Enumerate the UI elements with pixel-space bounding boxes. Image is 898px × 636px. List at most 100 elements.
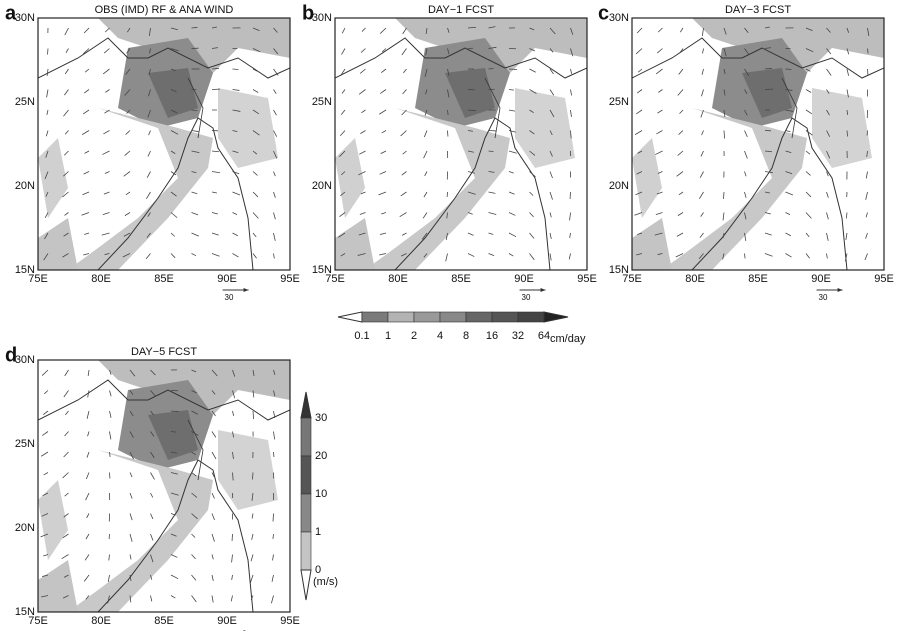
wind-vector (680, 28, 683, 32)
wind-vector (233, 213, 238, 215)
lon-label: 90E (514, 273, 534, 285)
wind-vector (656, 131, 662, 134)
wind-vector (212, 213, 218, 215)
wind-vector (379, 192, 386, 195)
wind-vector (341, 69, 345, 76)
wind-vector (509, 254, 513, 257)
wind-vector (550, 213, 551, 218)
wind-vector (550, 90, 554, 96)
colorbar-box (414, 312, 440, 322)
wind-vector (65, 493, 69, 496)
wind-vector (827, 213, 829, 220)
reference-label: 30 (225, 293, 234, 302)
lon-label: 85E (154, 615, 174, 627)
wind-vector (65, 432, 69, 437)
wind-vector (88, 432, 89, 437)
wind-vector (171, 555, 177, 558)
panel-title: DAY−1 FCST (428, 4, 494, 16)
wind-vector (192, 596, 197, 602)
wind-vector (274, 213, 276, 220)
wind-vector (274, 110, 277, 115)
wind-vector (104, 49, 109, 54)
lon-label: 80E (388, 273, 408, 285)
wind-vector (63, 110, 68, 116)
wind-vector (657, 49, 662, 54)
wind-vector (104, 192, 110, 194)
wind-vector (765, 254, 773, 257)
wind-vector (130, 555, 131, 560)
wind-vector (571, 110, 572, 117)
colorbar-label: 64 (538, 330, 550, 342)
wind-vector (253, 90, 258, 93)
wind-vector (530, 233, 534, 238)
wind-vector (146, 192, 150, 199)
wind-vector (360, 213, 366, 215)
wind-vector (446, 254, 448, 262)
wind-vector (253, 254, 257, 259)
lon-label: 75E (325, 273, 345, 285)
wind-vector (274, 432, 275, 440)
wind-vector (192, 192, 198, 194)
wind-vector (149, 131, 151, 136)
colorbar-box (362, 312, 388, 322)
wind-vector (786, 192, 793, 195)
lon-label: 95E (577, 273, 597, 285)
colorbar-label: 4 (437, 330, 443, 342)
wind-vector (273, 514, 274, 522)
wind-vector (274, 233, 276, 241)
wind-vector (271, 596, 273, 604)
wind-vector (806, 172, 810, 176)
lat-label: 20N (15, 180, 35, 192)
wind-vector (701, 90, 703, 97)
wind-vector (703, 49, 704, 54)
wind-vector (847, 69, 849, 76)
wind-vector (87, 452, 89, 458)
wind-vector (192, 575, 196, 580)
wind-vector (151, 534, 154, 541)
wind-vector (530, 213, 534, 217)
wind-vector (84, 28, 89, 33)
wind-vector (489, 192, 496, 193)
wind-vector (212, 432, 216, 438)
wind-vector (212, 596, 213, 603)
lon-label: 75E (28, 273, 48, 285)
wind-vector (105, 28, 109, 32)
wind-vector (550, 192, 553, 200)
wind-vector (866, 233, 868, 239)
wind-vector (151, 473, 155, 480)
colorbar-box (466, 312, 492, 322)
wind-vector (806, 254, 810, 259)
wind-vector (530, 192, 534, 196)
wind-vector (571, 90, 572, 96)
wind-vector (677, 233, 683, 236)
wind-vector (233, 411, 234, 416)
wind-vector (42, 432, 48, 436)
wind-vector (786, 254, 792, 258)
reference-arrowhead (244, 288, 249, 292)
wind-vector (655, 151, 662, 155)
wind-vector (359, 151, 365, 154)
wind-vector (402, 49, 407, 56)
wind-vector (192, 131, 199, 132)
wind-vector (65, 69, 68, 74)
reference-arrowhead (541, 288, 546, 292)
wind-vector (130, 514, 132, 521)
wind-vector (253, 172, 257, 176)
wind-vector (41, 452, 48, 456)
wind-vector (569, 254, 570, 260)
wind-vector (723, 192, 724, 199)
lon-label: 85E (748, 273, 768, 285)
wind-vector (110, 391, 112, 397)
wind-vector (700, 233, 704, 238)
wind-vector (192, 233, 199, 236)
wind-vector (86, 493, 89, 500)
wind-vector (212, 452, 216, 459)
wind-vector (806, 131, 812, 136)
wind-vector (253, 213, 258, 219)
wind-vector (65, 28, 69, 35)
wind-vector (87, 514, 89, 518)
wind-vector (231, 596, 232, 602)
wind-vector (65, 411, 68, 415)
wind-vector (252, 473, 253, 480)
lat-label: 25N (312, 96, 332, 108)
